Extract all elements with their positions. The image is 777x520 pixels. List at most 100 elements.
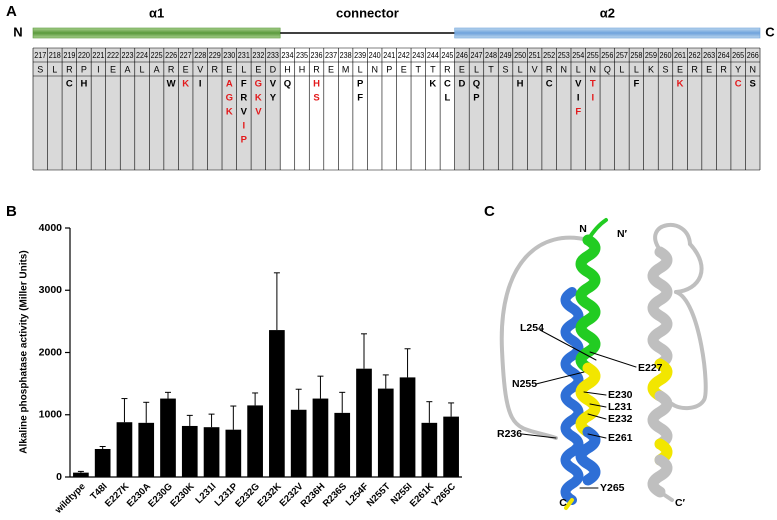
wild-type-residue: A	[154, 64, 160, 74]
residue-number: 247	[470, 50, 482, 60]
cell-bg	[498, 48, 513, 170]
loop	[674, 242, 704, 294]
residue-number: 252	[543, 50, 555, 60]
mutant-residue: F	[634, 79, 640, 90]
cell-bg	[338, 48, 353, 170]
residue-number: 239	[354, 50, 366, 60]
residue-number: 248	[485, 50, 497, 60]
wild-type-residue: R	[66, 64, 73, 74]
cell-bg	[91, 48, 106, 170]
terminus-label: C	[559, 497, 567, 509]
residue-number: 230	[223, 50, 235, 60]
mutant-residue: C	[66, 79, 73, 90]
mutant-residue: P	[357, 79, 364, 90]
wild-type-residue: E	[328, 64, 334, 74]
wild-type-residue: P	[81, 64, 87, 74]
y-tick-label: 4000	[39, 222, 63, 234]
mutant-residue: I	[199, 79, 202, 90]
wild-type-residue: E	[706, 64, 712, 74]
bar	[399, 377, 416, 477]
wild-type-residue: N	[371, 64, 378, 74]
wild-type-residue: L	[518, 64, 523, 74]
x-tick-label: R236S	[321, 481, 349, 509]
cell-bg	[222, 48, 237, 170]
cell-bg	[716, 48, 731, 170]
residue-number: 264	[718, 50, 730, 60]
residue-number: 223	[121, 50, 133, 60]
residue-number: 241	[383, 50, 395, 60]
panel-label: C	[484, 203, 495, 220]
residue-number: 257	[616, 50, 628, 60]
helix	[647, 454, 673, 498]
wild-type-residue: R	[546, 64, 553, 74]
mutant-residue: H	[517, 79, 524, 90]
wild-type-residue: N	[590, 64, 597, 74]
wild-type-residue: M	[342, 64, 350, 74]
bar	[334, 412, 351, 477]
mutant-residue: H	[313, 79, 320, 90]
mutant-residue: C	[546, 79, 553, 90]
cell-bg	[556, 48, 571, 170]
cell-bg	[367, 48, 382, 170]
cell-bg	[570, 48, 586, 170]
residue-number: 236	[311, 50, 323, 60]
bar	[94, 448, 111, 477]
wild-type-residue: D	[270, 64, 277, 74]
mutant-residue: W	[167, 79, 176, 90]
wild-type-residue: N	[749, 64, 756, 74]
residue-number: 228	[194, 50, 206, 60]
wild-type-residue: E	[401, 64, 407, 74]
residue-number: 217	[34, 50, 46, 60]
mutant-residue: V	[255, 107, 262, 118]
cell-bg	[192, 48, 208, 170]
cell-bg	[425, 48, 441, 170]
c-terminus: C	[765, 24, 775, 39]
bar	[443, 416, 459, 477]
residue-number: 227	[180, 50, 192, 60]
cell-bg	[600, 48, 615, 170]
residue-number: 259	[645, 50, 657, 60]
x-tick-label: wildtype	[52, 481, 87, 516]
cell-bg	[585, 48, 601, 170]
wild-type-residue: R	[720, 64, 727, 74]
panel-label: B	[6, 203, 17, 220]
cell-bg	[454, 48, 470, 170]
cell-bg	[33, 48, 48, 170]
wild-type-residue: L	[576, 64, 581, 74]
cell-bg	[294, 48, 310, 170]
x-tick-label: R236H	[299, 481, 328, 510]
wild-type-residue: T	[430, 64, 436, 74]
helix-bar	[32, 27, 281, 39]
helix	[647, 390, 673, 450]
residue-number: 245	[441, 50, 453, 60]
mutant-residue: F	[357, 93, 363, 104]
x-tick-label: E230G	[146, 481, 175, 510]
bar	[247, 405, 263, 477]
cell-bg	[527, 48, 542, 170]
wild-type-residue: Y	[735, 64, 741, 74]
cell-bg	[105, 48, 121, 170]
wild-type-residue: E	[183, 64, 189, 74]
wild-type-residue: L	[634, 64, 639, 74]
mutant-residue: G	[255, 79, 262, 90]
wild-type-residue: R	[313, 64, 320, 74]
cell-bg	[483, 48, 499, 170]
mutant-residue: K	[677, 79, 684, 90]
wild-type-residue: P	[386, 64, 392, 74]
residue-number: 263	[703, 50, 715, 60]
mutant-residue: F	[241, 79, 247, 90]
cell-bg	[236, 48, 252, 170]
loop	[586, 218, 608, 242]
cell-bg	[541, 48, 557, 170]
mutant-residue: I	[591, 93, 594, 104]
loop	[658, 490, 674, 502]
helix	[575, 426, 601, 486]
residue-number: 243	[412, 50, 424, 60]
residue-number: 225	[151, 50, 163, 60]
bar	[290, 409, 307, 477]
cell-bg	[352, 48, 368, 170]
wild-type-residue: L	[358, 64, 363, 74]
cell-bg	[207, 48, 223, 170]
wild-type-residue: V	[532, 64, 538, 74]
